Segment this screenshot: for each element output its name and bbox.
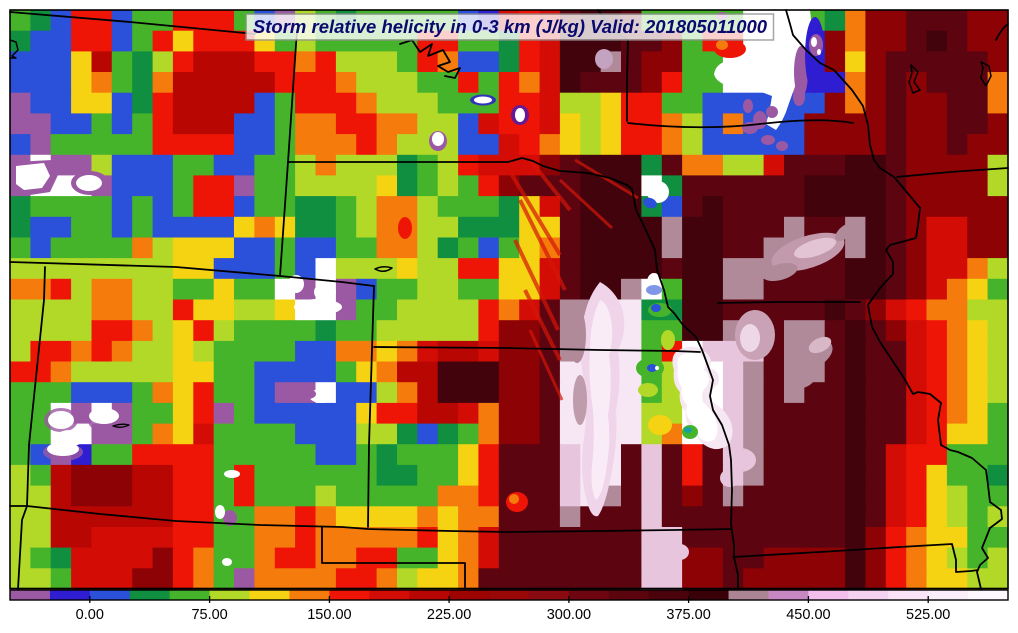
- svg-text:300.00: 300.00: [547, 607, 591, 623]
- svg-text:225.00: 225.00: [427, 607, 471, 623]
- svg-text:0.00: 0.00: [76, 607, 104, 623]
- svg-text:450.00: 450.00: [786, 607, 830, 623]
- svg-text:150.00: 150.00: [307, 607, 351, 623]
- svg-text:375.00: 375.00: [666, 607, 710, 623]
- svg-text:525.00: 525.00: [906, 607, 950, 623]
- svg-text:75.00: 75.00: [191, 607, 227, 623]
- svg-text:Storm relative helicity in 0-3: Storm relative helicity in 0-3 km (J/kg)…: [253, 16, 768, 37]
